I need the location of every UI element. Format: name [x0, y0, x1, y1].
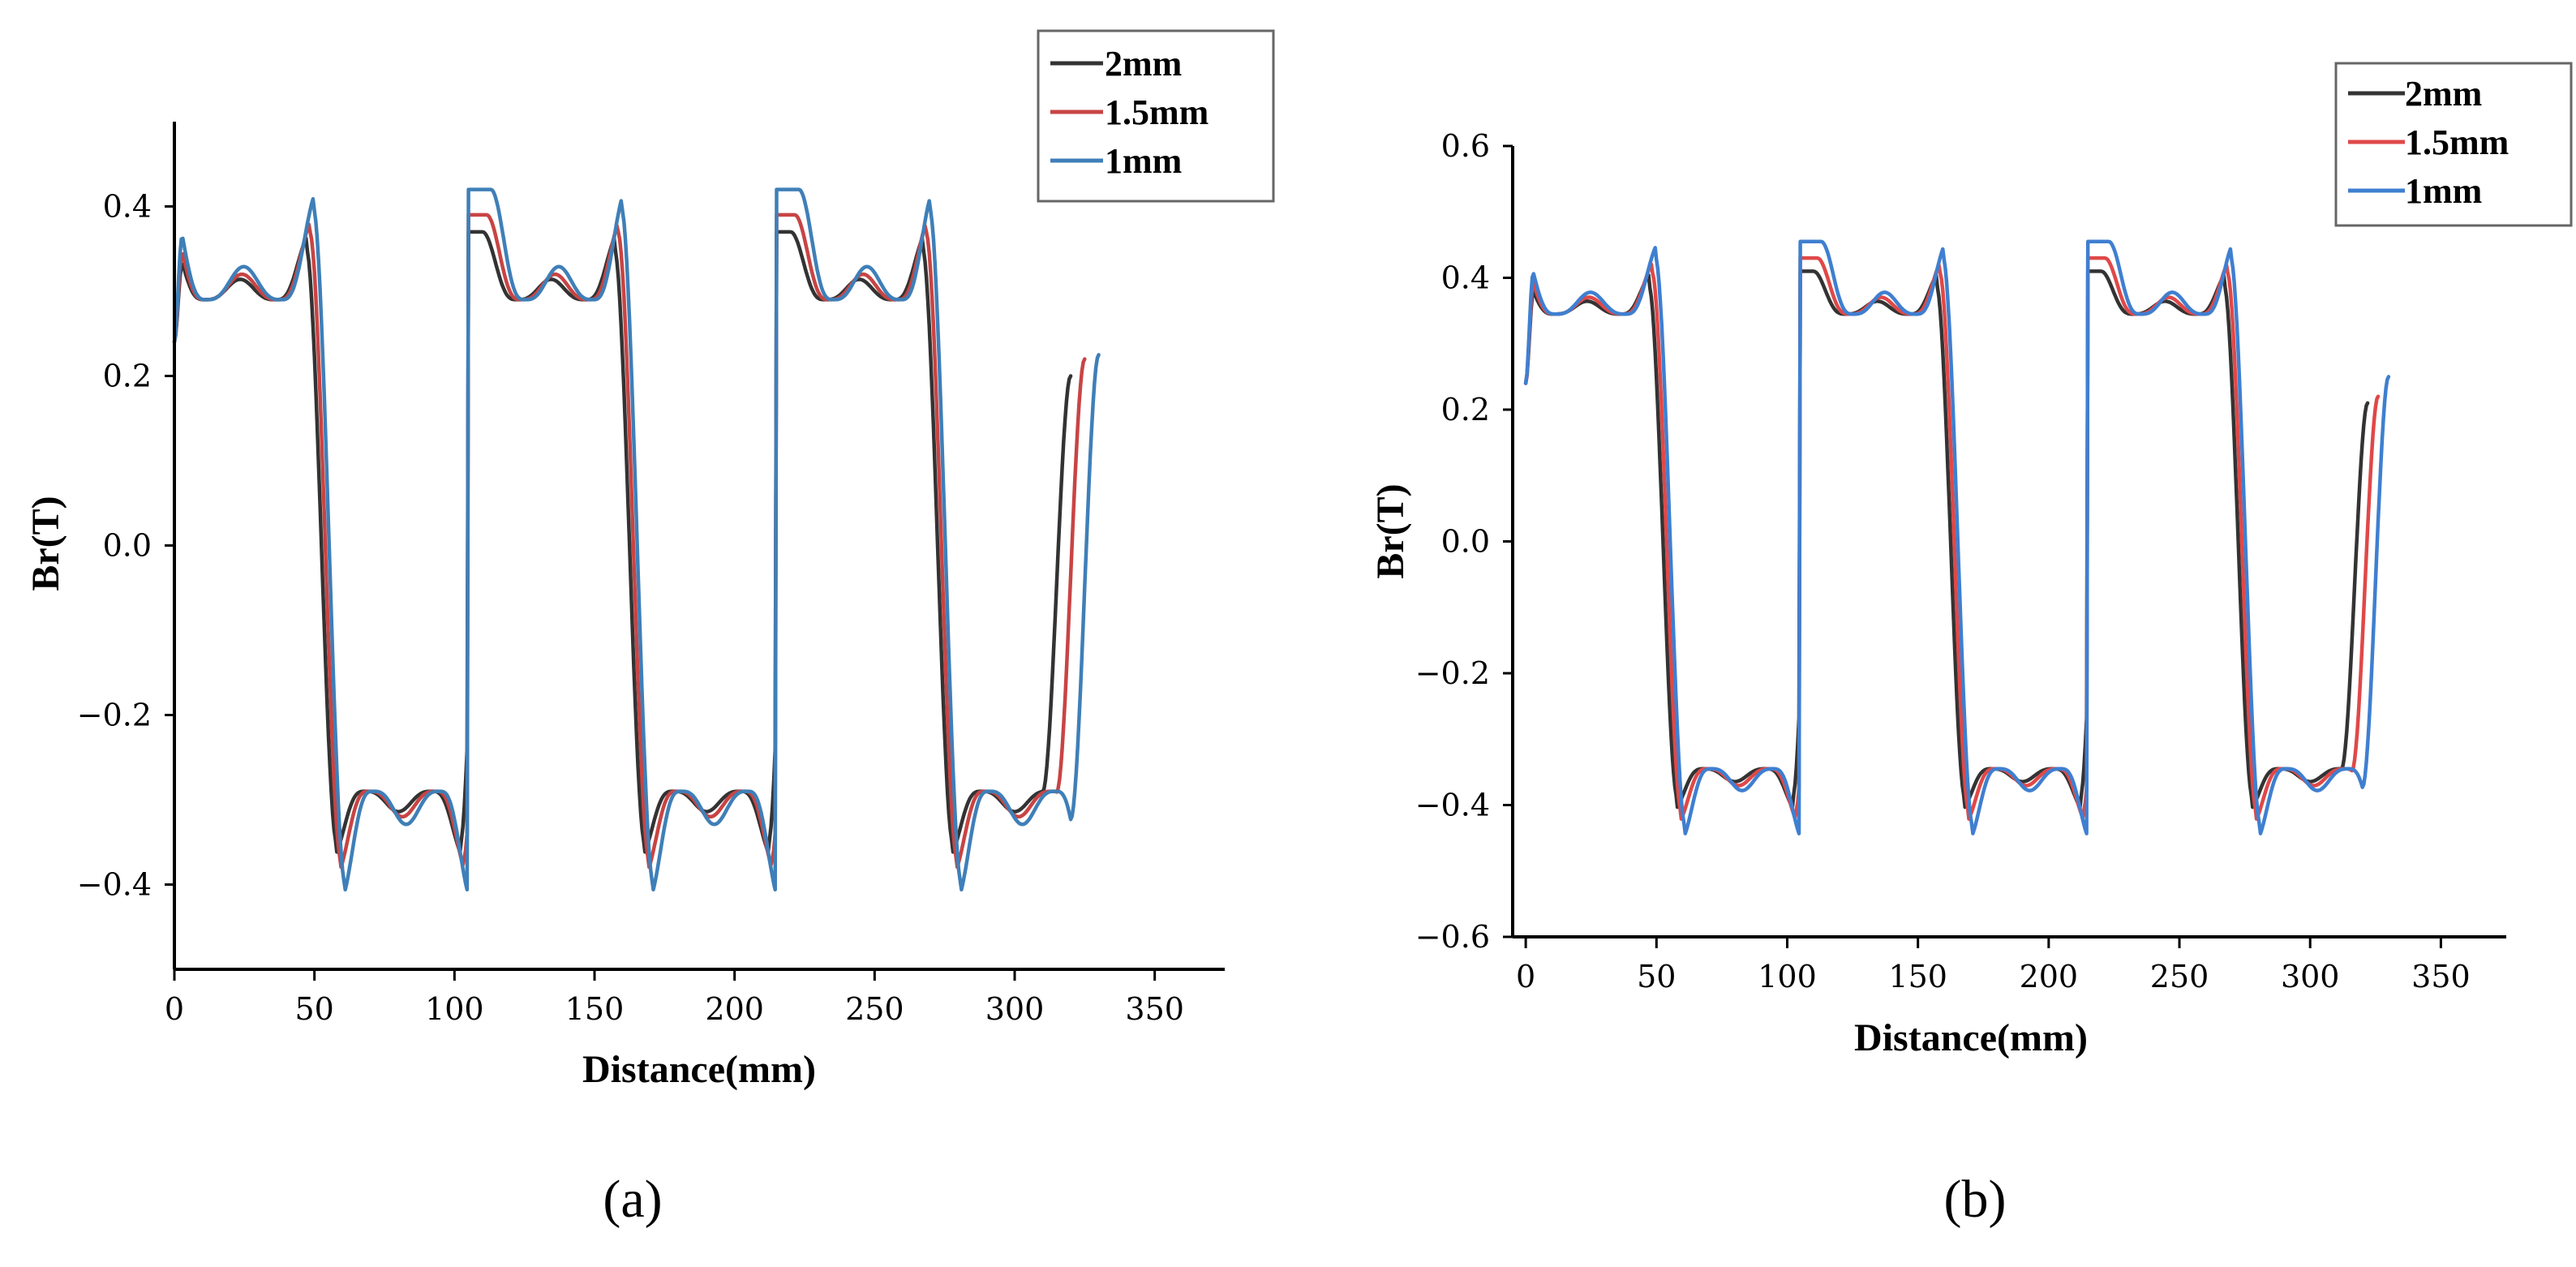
legend-label: 1mm: [2405, 171, 2482, 211]
panel-b: 2mm 1.5mm 1mm −0.6 −0.4 −0.2 0.0 0.2 0.4 0.6 0 50 1…: [1369, 62, 2573, 1229]
legend-box-a: [1037, 29, 1275, 203]
x-tick-label: 250: [845, 991, 904, 1027]
y-axis-title-a: Br(T): [24, 496, 67, 591]
series-line-1mm: [172, 187, 1101, 892]
y-tick-label: 0.4: [1441, 260, 1490, 296]
series-line-1.5mm: [1523, 256, 2381, 821]
series-line-1mm: [1523, 239, 2391, 835]
x-tick-label: 100: [425, 991, 484, 1027]
plot-area-b: [1523, 239, 2391, 835]
x-tick-label: 350: [1125, 991, 1184, 1027]
y-tick-label: −0.6: [1415, 919, 1490, 955]
legend-label: 1.5mm: [1105, 92, 1209, 132]
x-tick-label: 0: [165, 991, 184, 1027]
x-axis-title-b: Distance(mm): [1854, 1016, 2088, 1059]
caption-a: (a): [603, 1170, 662, 1229]
x-tick-label: 150: [1888, 959, 1947, 994]
x-tick-label: 150: [565, 991, 625, 1027]
x-tick-label: 200: [2020, 959, 2079, 994]
y-tick-label: −0.4: [77, 867, 152, 903]
x-tick-label: 250: [2150, 959, 2209, 994]
x-tick-label: 200: [705, 991, 764, 1027]
caption-b: (b): [1944, 1170, 2007, 1229]
y-tick-label: −0.4: [1415, 788, 1490, 823]
axes-b: −0.6 −0.4 −0.2 0.0 0.2 0.4 0.6 0 50 100 150 200 250 3…: [1415, 128, 2506, 994]
y-tick-label: 0.0: [1441, 524, 1490, 560]
x-tick-label: 50: [1637, 959, 1676, 994]
legend-label: 2mm: [2405, 74, 2482, 114]
plot-area-a: [172, 187, 1101, 892]
series-line-1.5mm: [172, 213, 1087, 870]
y-tick-label: 0.0: [103, 528, 152, 564]
legend-b: 2mm 1.5mm 1mm: [2348, 74, 2509, 211]
x-tick-label: 0: [1516, 959, 1535, 994]
y-tick-label: 0.2: [1441, 392, 1490, 427]
series-line-2mm: [1523, 269, 2370, 810]
legend-box-b: [2334, 62, 2573, 227]
legend-label: 2mm: [1105, 44, 1182, 84]
x-tick-label: 300: [985, 991, 1045, 1027]
y-tick-label: 0.6: [1441, 128, 1490, 164]
y-tick-label: −0.2: [1415, 655, 1490, 691]
panel-a: 2mm 1.5mm 1mm −0.4 −0.2 0.0 0.2 0.4 0 50 100 150 20…: [24, 29, 1275, 1229]
legend-label: 1mm: [1105, 141, 1182, 181]
x-tick-label: 350: [2411, 959, 2471, 994]
x-axis-title-a: Distance(mm): [582, 1048, 816, 1091]
x-tick-label: 300: [2281, 959, 2340, 994]
x-tick-label: 100: [1758, 959, 1817, 994]
y-tick-label: 0.2: [103, 359, 152, 394]
legend-label: 1.5mm: [2405, 122, 2509, 162]
y-tick-label: −0.2: [77, 698, 152, 733]
legend-a: 2mm 1.5mm 1mm: [1050, 44, 1209, 181]
axes-a: −0.4 −0.2 0.0 0.2 0.4 0 50 100 150 200 250 300 350: [77, 122, 1225, 1027]
x-tick-label: 50: [294, 991, 333, 1027]
y-tick-label: 0.4: [103, 189, 152, 225]
y-axis-title-b: Br(T): [1369, 483, 1412, 578]
